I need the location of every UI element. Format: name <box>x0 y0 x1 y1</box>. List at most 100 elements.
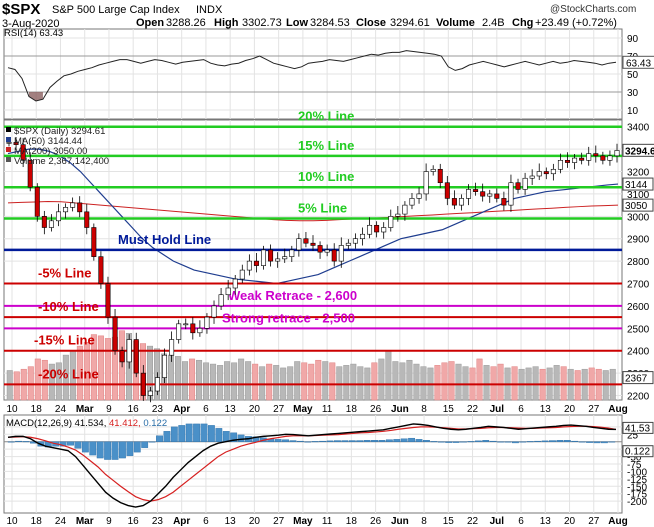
volume-bar <box>322 361 329 401</box>
x-tick-label: Jun <box>391 404 409 415</box>
x-tick-label: 24 <box>55 404 67 415</box>
rsi-panel: RSI(14) 63.43 103050709063.43 <box>4 28 654 117</box>
legend-entry: MA(200) 3050.00 <box>14 146 87 157</box>
candle-body <box>444 182 450 199</box>
candle-body <box>593 153 599 157</box>
candle-body <box>543 171 549 175</box>
x-tick-label: 18 <box>31 404 43 415</box>
candle-body <box>261 249 267 266</box>
rsi-tick-label: 10 <box>627 106 639 117</box>
volume-bar <box>329 362 336 401</box>
candle-body <box>614 150 620 157</box>
x-tick-label: 22 <box>467 516 479 527</box>
candle-body <box>501 198 507 206</box>
candle-body <box>289 249 295 257</box>
volume-bar <box>210 363 217 401</box>
volume-bar <box>245 361 252 401</box>
macd-hist-bar <box>207 425 215 442</box>
candle-body <box>140 372 146 396</box>
volume-bar <box>224 361 231 401</box>
candle-body <box>253 260 259 266</box>
candle-body <box>133 339 139 374</box>
macd-panel: -200-175-150-125-100-75-50-252550MACD(12… <box>4 418 654 508</box>
candle-body <box>162 354 168 378</box>
macd-hist-bar <box>511 441 519 444</box>
volume-bar <box>196 359 203 401</box>
macd-hist-bar <box>126 441 134 456</box>
candle-body <box>183 323 189 326</box>
candle-body <box>282 256 288 260</box>
close-value: 3294.61 <box>390 17 430 29</box>
volume-bar <box>553 365 560 401</box>
chart-header: $SPX S&P 500 Large Cap Index INDX @Stock… <box>2 1 636 30</box>
chart-date: 3-Aug-2020 <box>2 18 60 30</box>
volume-bar <box>385 350 392 401</box>
candle-body <box>359 233 365 240</box>
annotation-label: Strong retrace - 2,500 <box>222 310 355 325</box>
volume-bar <box>203 362 210 401</box>
candle-body <box>409 198 415 206</box>
candle-body <box>169 339 175 356</box>
macd-hist-bar <box>141 441 149 448</box>
candle-body <box>550 168 556 175</box>
macd-hist-bar <box>104 441 112 460</box>
candle-body <box>48 220 54 228</box>
legend-swatch <box>6 137 11 142</box>
candle-body <box>487 193 493 197</box>
candle-body <box>600 155 606 161</box>
x-tick-label: 23 <box>152 404 164 415</box>
volume-bar <box>34 358 41 401</box>
candle-body <box>246 260 252 271</box>
open-value: 3288.26 <box>166 17 206 29</box>
x-tick-label: 18 <box>31 516 43 527</box>
candle-body <box>197 328 203 334</box>
rsi-last-tag: 63.43 <box>626 58 651 69</box>
volume-bar <box>413 363 420 401</box>
macd-tick-label: -75 <box>627 460 642 471</box>
x-tick-label: 13 <box>225 516 237 527</box>
x-tick-label: 11 <box>322 516 333 527</box>
x-tick-label: 6 <box>518 516 524 527</box>
legend-swatch <box>6 127 11 132</box>
chg-label: Chg <box>512 17 533 29</box>
macd-hist-bar <box>593 441 601 444</box>
macd-hist-bar <box>578 441 586 443</box>
legend-swatch <box>6 147 11 152</box>
macd-hist-bar <box>378 440 386 442</box>
macd-hist-bar <box>467 441 475 443</box>
volume-bar <box>48 363 55 401</box>
volume-bar <box>55 362 62 401</box>
annotation-label: 15% Line <box>298 138 354 153</box>
macd-tick-label: -150 <box>627 482 647 493</box>
candle-body <box>268 249 274 262</box>
volume-bar <box>168 354 175 401</box>
candle-body <box>218 294 224 307</box>
x-tick-label: 15 <box>443 404 455 415</box>
rsi-last-tag-box <box>622 55 654 69</box>
macd-last-tag: 41.53 <box>625 423 650 434</box>
macd-hist-bar <box>571 440 579 442</box>
macd-hist-bar <box>289 440 297 442</box>
candle-body <box>275 258 281 262</box>
candle-body <box>55 211 61 222</box>
macd-line <box>7 423 617 508</box>
x-tick-label: 24 <box>55 516 67 527</box>
chg-value: +23.49 (+0.72%) <box>535 17 617 29</box>
volume-bar <box>532 366 539 401</box>
candle-body <box>338 245 344 262</box>
volume-bar <box>266 363 273 401</box>
macd-hist-bar <box>556 440 564 442</box>
macd-hist-bar <box>437 441 445 443</box>
macd-hist-bar <box>111 441 119 460</box>
candle-body <box>430 168 436 172</box>
candle-body <box>211 305 217 318</box>
macd-hist-bar <box>311 441 319 443</box>
macd-hist-bar <box>563 440 571 442</box>
macd-hist-bar <box>296 440 304 442</box>
macd-hist-bar <box>482 440 490 442</box>
macd-hist-bar <box>7 441 15 443</box>
macd-hist-bar <box>74 441 82 449</box>
candle-body <box>119 350 125 363</box>
price-tag-box <box>622 371 654 385</box>
